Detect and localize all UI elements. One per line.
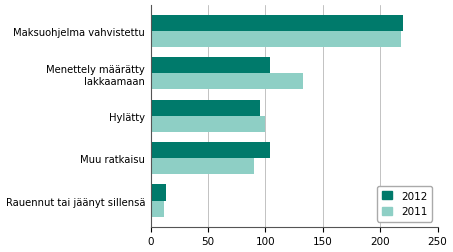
Legend: 2012, 2011: 2012, 2011 — [377, 186, 432, 222]
Bar — [150, 100, 260, 116]
Bar — [150, 74, 303, 90]
Bar — [150, 159, 254, 174]
Bar — [150, 142, 270, 159]
Bar — [150, 185, 165, 201]
Bar — [150, 116, 265, 132]
Bar — [150, 16, 403, 32]
Bar — [150, 201, 164, 217]
Bar — [150, 32, 401, 48]
Bar — [150, 58, 270, 74]
